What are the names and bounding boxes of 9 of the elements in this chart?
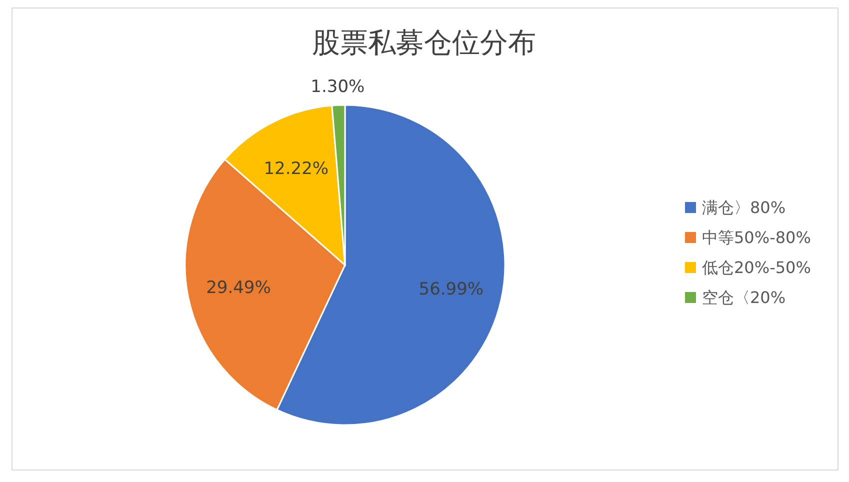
data-label: 12.22% bbox=[264, 158, 329, 179]
legend-label: 低仓20%-50% bbox=[702, 258, 811, 277]
data-label: 56.99% bbox=[418, 280, 484, 300]
legend-label: 空仓〈20% bbox=[702, 288, 786, 307]
legend-label: 中等50%-80% bbox=[702, 228, 811, 247]
data-label: 29.49% bbox=[206, 278, 271, 298]
chart-title: 股票私募仓位分布 bbox=[312, 26, 536, 59]
legend-label: 满仓〉80% bbox=[702, 198, 786, 217]
data-label: 1.30% bbox=[310, 76, 365, 97]
